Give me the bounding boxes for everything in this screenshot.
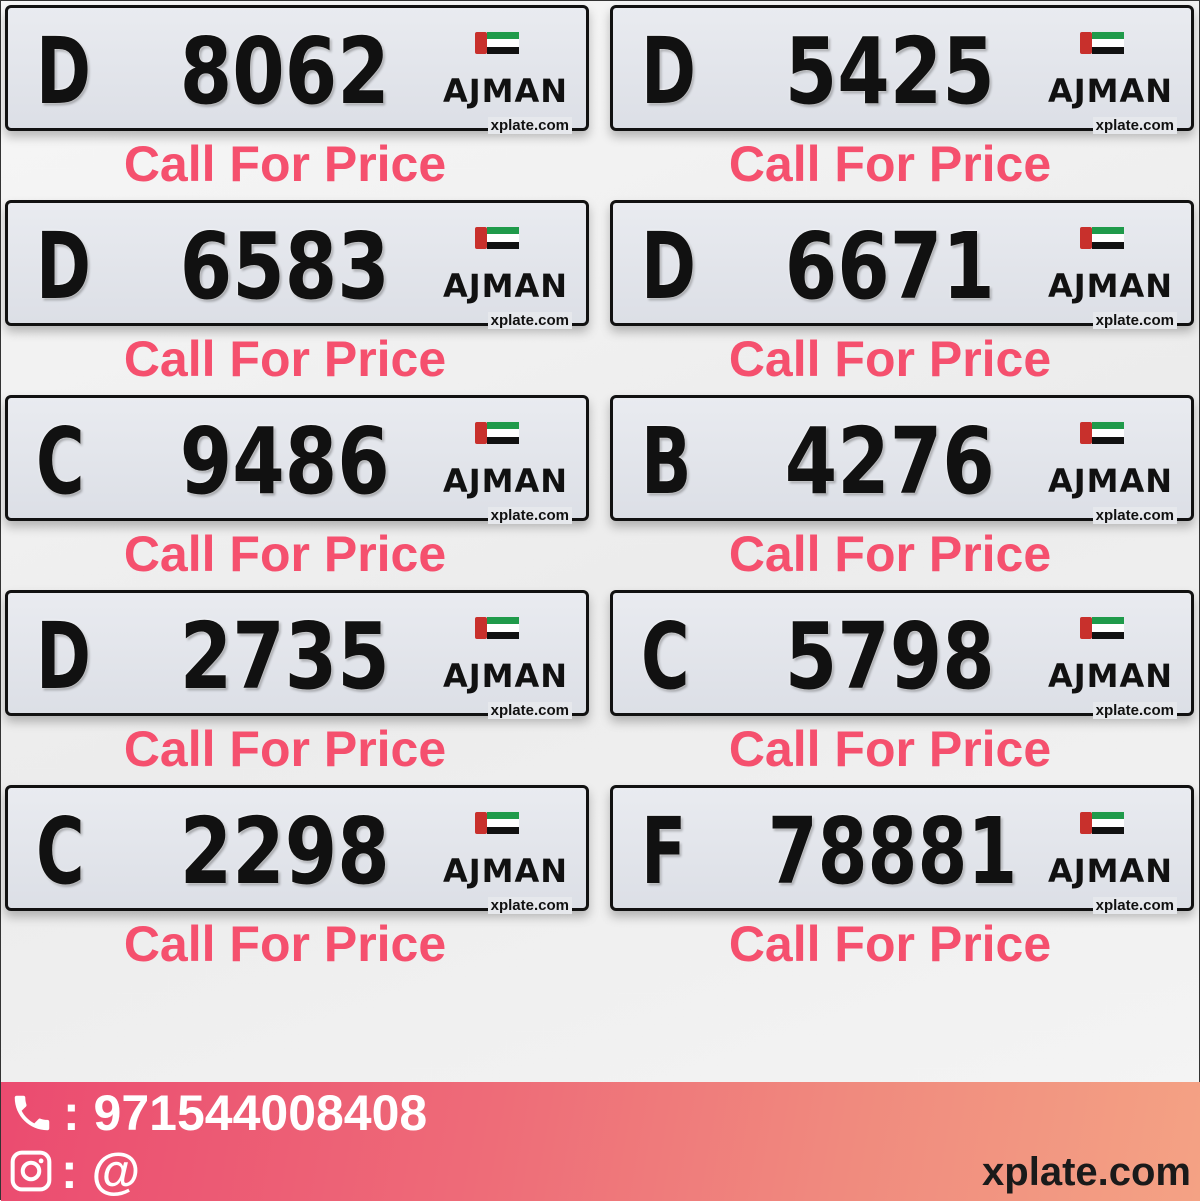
license-plate: F 78881 AJMAN xplate.com [610,785,1194,914]
uae-flag-icon [1080,617,1124,639]
plate-listing[interactable]: B 4276 AJMAN xplate.com Call For Price [610,395,1194,585]
plate-letter: D [641,213,696,320]
price-label: Call For Price [123,526,447,582]
plate-listing[interactable]: C 2298 AJMAN xplate.com Call For Price [5,785,589,975]
plate-number: 8062 [179,18,390,125]
price-label: Call For Price [728,331,1052,387]
plate-letter: C [36,408,85,515]
phone-icon [14,1095,50,1131]
phone-line[interactable]: : 971544008408 [9,1084,427,1142]
plate-letter: D [36,18,91,125]
uae-flag-icon [1080,227,1124,249]
license-plate: B 4276 AJMAN xplate.com [610,395,1194,524]
plate-listing[interactable]: D 8062 AJMAN xplate.com Call For Price [5,5,589,195]
price-label: Call For Price [123,916,447,972]
plate-listing[interactable]: D 2735 AJMAN xplate.com Call For Price [5,590,589,780]
contact-footer: : 971544008408 : @ xplate.com [1,1082,1200,1201]
price-label: Call For Price [123,331,447,387]
plate-listing[interactable]: D 6583 AJMAN xplate.com Call For Price [5,200,589,390]
plate-watermark: xplate.com [487,117,572,134]
emirate-name: AJMAN [1047,267,1174,305]
uae-flag-icon [475,812,519,834]
instagram-line[interactable]: : @ [9,1142,140,1200]
emirate-name: AJMAN [442,657,569,695]
price-label: Call For Price [123,721,447,777]
license-plate: C 5798 AJMAN xplate.com [610,590,1194,719]
uae-flag-icon [1080,422,1124,444]
plate-letter: C [641,603,690,710]
price-label: Call For Price [728,526,1052,582]
emirate-name: AJMAN [442,852,569,890]
plate-number: 2298 [179,798,390,905]
plate-watermark: xplate.com [1092,312,1177,329]
license-plate: D 8062 AJMAN xplate.com [5,5,589,134]
license-plate: D 5425 AJMAN xplate.com [610,5,1194,134]
uae-flag-icon [475,227,519,249]
plate-letter: F [641,798,687,905]
plate-listing[interactable]: D 5425 AJMAN xplate.com Call For Price [610,5,1194,195]
plate-watermark: xplate.com [1092,702,1177,719]
instagram-handle: : @ [61,1143,141,1199]
instagram-icon [10,1150,52,1192]
plate-watermark: xplate.com [1092,897,1177,914]
price-label: Call For Price [728,136,1052,192]
emirate-name: AJMAN [442,267,569,305]
plate-number: 9486 [179,408,390,515]
license-plate: D 6583 AJMAN xplate.com [5,200,589,329]
uae-flag-icon [475,32,519,54]
price-label: Call For Price [123,136,447,192]
plate-letter: D [36,213,91,320]
plate-listing[interactable]: F 78881 AJMAN xplate.com Call For Price [610,785,1194,975]
plate-number: 6671 [784,213,995,320]
price-label: Call For Price [728,916,1052,972]
uae-flag-icon [475,422,519,444]
plate-listing[interactable]: C 9486 AJMAN xplate.com Call For Price [5,395,589,585]
plate-number: 5425 [784,18,995,125]
license-plate: C 9486 AJMAN xplate.com [5,395,589,524]
plate-watermark: xplate.com [487,507,572,524]
plate-letter: B [641,408,692,515]
plate-letter: D [36,603,91,710]
license-plate: D 2735 AJMAN xplate.com [5,590,589,719]
plate-watermark: xplate.com [1092,117,1177,134]
plate-letter: C [36,798,85,905]
plate-letter: D [641,18,696,125]
plate-listing[interactable]: D 6671 AJMAN xplate.com Call For Price [610,200,1194,390]
site-name[interactable]: xplate.com [982,1150,1191,1194]
plate-listing[interactable]: C 5798 AJMAN xplate.com Call For Price [610,590,1194,780]
price-label: Call For Price [728,721,1052,777]
phone-number: : 971544008408 [63,1085,428,1141]
license-plate: D 6671 AJMAN xplate.com [610,200,1194,329]
plate-watermark: xplate.com [487,702,572,719]
emirate-name: AJMAN [1047,72,1174,110]
emirate-name: AJMAN [1047,852,1174,890]
plate-watermark: xplate.com [487,897,572,914]
emirate-name: AJMAN [1047,462,1174,500]
plate-number: 78881 [767,798,1018,905]
plate-number: 5798 [784,603,995,710]
plate-watermark: xplate.com [1092,507,1177,524]
uae-flag-icon [1080,812,1124,834]
emirate-name: AJMAN [1047,657,1174,695]
plate-number: 6583 [179,213,390,320]
emirate-name: AJMAN [442,462,569,500]
plate-number: 4276 [784,408,995,515]
plate-watermark: xplate.com [487,312,572,329]
uae-flag-icon [475,617,519,639]
emirate-name: AJMAN [442,72,569,110]
plate-number: 2735 [179,603,390,710]
license-plate: C 2298 AJMAN xplate.com [5,785,589,914]
uae-flag-icon [1080,32,1124,54]
